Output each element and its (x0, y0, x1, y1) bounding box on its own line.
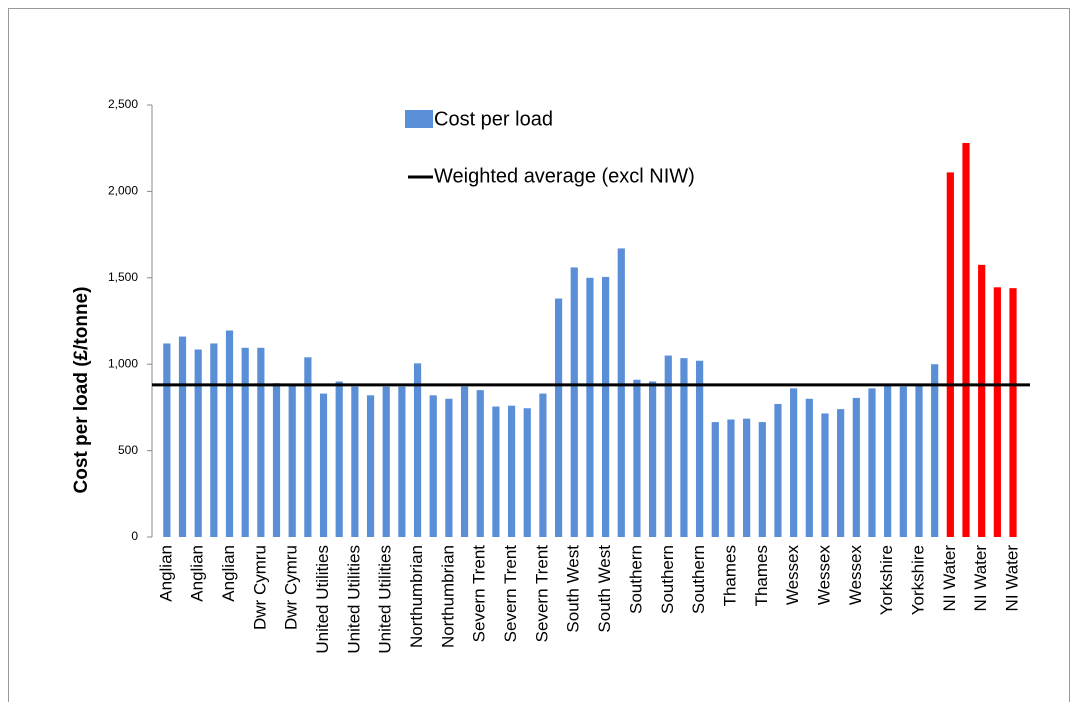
bar (758, 422, 766, 537)
bar (978, 264, 986, 537)
bar (476, 390, 484, 537)
x-tick-label: NI Water (1002, 545, 1021, 612)
bar (649, 381, 657, 537)
x-tick-label: Wessex (783, 545, 802, 606)
bar (492, 406, 500, 537)
bar (225, 330, 234, 537)
y-tick-label: 1,500 (108, 270, 138, 284)
bar (821, 413, 829, 537)
bar (696, 360, 704, 537)
bar (351, 386, 359, 537)
bar (413, 363, 422, 537)
legend-label: Weighted average (excl NIW) (434, 165, 695, 187)
bar (210, 343, 218, 537)
bar (837, 409, 845, 537)
bar (429, 395, 437, 537)
bar (366, 395, 375, 537)
bar (993, 287, 1001, 537)
x-tick-label: Wessex (846, 545, 865, 606)
bar (257, 347, 265, 537)
bar (445, 398, 453, 537)
bar (946, 172, 954, 537)
bar (727, 419, 735, 537)
x-tick-label: United Utilities (344, 545, 363, 654)
x-tick-label: Thames (752, 545, 771, 606)
x-tick-label: NI Water (940, 545, 959, 612)
bar (398, 386, 406, 537)
bar (617, 248, 625, 537)
bar (899, 386, 907, 537)
x-tick-label: NI Water (971, 545, 990, 612)
y-axis-label: Cost per load (£/tonne) (71, 287, 92, 494)
bar (194, 349, 202, 537)
bar (915, 385, 923, 537)
bar (680, 358, 688, 537)
bar (288, 384, 296, 537)
x-tick-label: Northumbrian (438, 545, 457, 648)
x-tick-label: Yorkshire (908, 545, 927, 615)
bar (163, 343, 171, 537)
bar (241, 347, 249, 537)
bar (774, 403, 782, 537)
bar (178, 336, 187, 537)
bar (304, 357, 312, 537)
x-tick-label: United Utilities (376, 545, 395, 654)
bar (1009, 288, 1017, 537)
x-tick-label: Southern (689, 545, 708, 614)
x-tick-label: Anglian (219, 545, 238, 602)
x-tick-label: Southern (658, 545, 677, 614)
bar (931, 364, 939, 537)
bar (790, 388, 798, 537)
bar (884, 385, 892, 537)
x-tick-label: South West (564, 545, 583, 633)
x-tick-label: Dwr Cymru (250, 545, 269, 630)
x-tick-label: Southern (626, 545, 645, 614)
x-tick-label: Dwr Cymru (282, 545, 301, 630)
bar (586, 277, 594, 537)
bar (539, 393, 547, 537)
bar (507, 405, 516, 537)
bar (523, 408, 531, 537)
y-tick-label: 2,500 (108, 97, 138, 111)
x-tick-label: Severn Trent (470, 545, 489, 643)
x-tick-label: Wessex (814, 545, 833, 606)
x-tick-label: Severn Trent (501, 545, 520, 643)
x-tick-label: United Utilities (313, 545, 332, 654)
x-tick-label: Thames (720, 545, 739, 606)
bar (805, 398, 813, 537)
x-tick-label: Yorkshire (877, 545, 896, 615)
bar (460, 386, 469, 537)
bar (335, 381, 343, 537)
bar (601, 276, 610, 537)
x-tick-label: Anglian (188, 545, 207, 602)
x-tick-label: South West (595, 545, 614, 633)
legend-swatch (405, 110, 433, 128)
bar (633, 379, 641, 537)
y-tick-label: 500 (118, 443, 138, 457)
bar (852, 397, 860, 537)
bar (272, 383, 281, 537)
bar (554, 298, 563, 537)
bar (962, 143, 970, 538)
x-tick-label: Anglian (156, 545, 175, 602)
bar (570, 267, 578, 537)
legend-label: Cost per load (434, 108, 553, 130)
bar (711, 422, 719, 537)
x-tick-label: Severn Trent (532, 545, 551, 643)
y-tick-label: 0 (131, 529, 138, 543)
y-tick-label: 1,000 (108, 356, 138, 370)
y-tick-label: 2,000 (108, 184, 138, 198)
bar (664, 355, 672, 537)
bar (382, 386, 390, 537)
bar (868, 388, 876, 537)
x-tick-label: Northumbrian (407, 545, 426, 648)
bar (319, 393, 328, 537)
chart-frame (8, 8, 1070, 702)
bar (743, 418, 751, 537)
